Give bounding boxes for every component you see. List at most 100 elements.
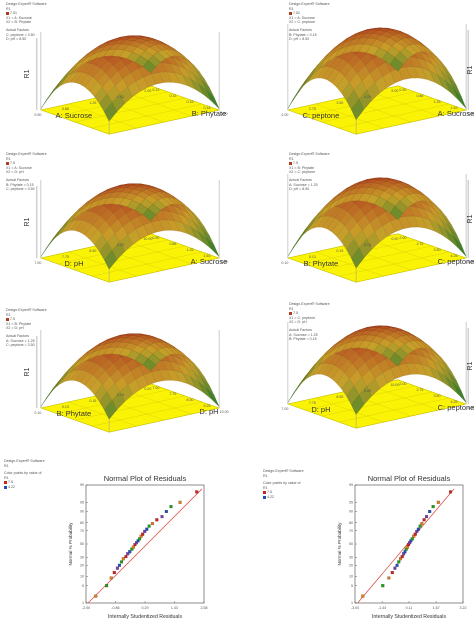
data-point — [420, 522, 424, 526]
floor-grid-line — [92, 401, 203, 427]
x-tick-label: -2.00 — [82, 606, 90, 610]
info-line: X2 = D: pH — [6, 326, 24, 331]
legend-swatch-high: 7.5 — [4, 480, 45, 485]
y-tick-label: 4.25 — [451, 400, 458, 404]
floor-grid-line — [397, 85, 467, 111]
info-line: R1 — [289, 156, 294, 161]
surface-plot: R1 0.10 0.13 0.15 0.18 0.20 7.00 7.75 8.50 9.25 10… — [24, 330, 229, 433]
surface-facet — [287, 236, 301, 257]
y-tick-label: 30 — [349, 555, 353, 559]
info-line: Color points by value of — [263, 481, 301, 486]
floor-grid-line — [321, 245, 433, 271]
x-tick-label: 0.11 — [406, 606, 413, 610]
info-line: Actual Factors — [6, 177, 29, 182]
y-tick-label: 3.50 — [434, 394, 441, 398]
info-line: X2 = B: Phytate — [6, 20, 32, 25]
y-tick-label: 70 — [349, 529, 353, 533]
data-point — [425, 515, 429, 519]
data-point — [387, 576, 391, 580]
data-point — [136, 539, 140, 543]
surface-panel-1: Design-Expert® Software R1 7.51 X1 = A: … — [0, 0, 237, 150]
y-tick-label: 10 — [349, 575, 353, 579]
floor-grid-line — [109, 257, 220, 283]
legend-swatch-high: 7.51 — [6, 11, 47, 16]
info-line: Design-Expert® Software — [4, 459, 45, 463]
info-line: Design-Expert® Software — [6, 152, 47, 156]
y-tick-label: 1.25 — [187, 248, 194, 252]
surface-plot: R1 7.00 7.75 8.50 9.25 10.00 2.00 2.75 3.50 4.25 5… — [281, 322, 474, 429]
normal-plot: Normal Plot of Residuals 1 5 10 20 30 50 70 80 90… — [337, 474, 467, 620]
surface-facet — [389, 206, 403, 220]
data-point — [395, 563, 399, 567]
y-tick-label: 0.18 — [204, 106, 211, 110]
data-point — [138, 537, 142, 541]
y-axis-label: Normal % Probability — [337, 522, 342, 566]
y-tick-label: 2.75 — [416, 242, 423, 246]
y-tick-label: 5 — [351, 584, 353, 588]
surface-plot: R1 0.50 0.88 1.25 1.63 2.00 0.10 0.13 0.15 0.18 0.… — [24, 32, 228, 135]
y-tick-label: 0.88 — [416, 94, 423, 98]
data-point — [120, 560, 124, 564]
info-line: X1 = A: Sucrose — [6, 15, 32, 20]
info-line: A: Sucrose = 1.25 — [289, 332, 318, 337]
floor-grid-line — [150, 233, 220, 259]
data-point — [178, 500, 182, 504]
y-tick-label: 95 — [349, 501, 353, 505]
y-axis-label: B: Phytate — [192, 109, 227, 118]
x-tick-label: 9.25 — [117, 243, 124, 247]
y-tick-label: 1 — [351, 601, 353, 605]
surface-facet — [48, 228, 62, 246]
floor-grid-line — [356, 109, 467, 135]
legend-swatch-high: 7.5 — [6, 317, 47, 322]
surface-facet — [142, 208, 156, 221]
info-line: B: Phytate = 0.15 — [6, 182, 34, 187]
info-line: A: Sucrose = 1.25 — [289, 182, 318, 187]
y-tick-label: 1 — [82, 601, 84, 605]
y-tick-label: 1.25 — [434, 100, 441, 104]
y-tick-label: 95 — [80, 501, 84, 505]
surface-panel-6: Design-Expert® Software R1 7.5 X1 = C: p… — [237, 300, 474, 450]
surface-facet — [389, 57, 403, 72]
z-axis-label: R1 — [467, 214, 474, 223]
floor-grid-line — [74, 97, 186, 123]
y-axis-label: C: peptone — [438, 257, 474, 266]
y-tick-label: 99 — [80, 483, 84, 487]
data-point — [403, 550, 407, 554]
data-point — [412, 534, 416, 538]
data-point — [147, 524, 151, 528]
x-tick-label: -3.00 — [351, 606, 359, 610]
floor-grid-line — [40, 407, 110, 433]
info-line: X2 = C: peptone — [289, 20, 316, 25]
info-line: A: Sucrose = 1.25 — [6, 338, 35, 343]
info-line: C: peptone = 3.50 — [6, 187, 35, 192]
x-axis-label: A: Sucrose — [56, 111, 93, 120]
surface-plot: R1 2.00 2.75 3.50 4.25 5.00 0.50 0.88 1.25 1.63 2.… — [281, 24, 474, 135]
data-point — [160, 515, 164, 519]
y-tick-label: 5.00 — [468, 260, 474, 264]
y-tick-label: 1.63 — [204, 254, 211, 258]
info-line: R1 — [263, 485, 268, 490]
legend-swatch-high: 7.5 — [263, 490, 304, 495]
y-tick-label: 2.00 — [221, 260, 228, 264]
y-tick-label: 90 — [349, 510, 353, 514]
floor-grid-line — [321, 391, 433, 417]
data-point — [112, 571, 116, 575]
data-point — [413, 532, 417, 536]
info-line: X1 = B: Phytate — [6, 321, 32, 326]
y-tick-label: 20 — [80, 564, 84, 568]
y-tick-label: 5.00 — [468, 406, 474, 410]
y-tick-label: 90 — [80, 510, 84, 514]
y-tick-label: 50 — [80, 542, 84, 546]
surface-plot: R1 0.10 0.13 0.15 0.18 0.20 2.00 2.75 3.50 4.25 5.… — [281, 174, 474, 283]
legend-swatch-high: 7.52 — [289, 11, 330, 16]
y-tick-label: 2.00 — [399, 236, 406, 240]
z-axis-label: R1 — [467, 361, 474, 370]
data-point — [431, 505, 435, 509]
floor-grid-line — [92, 103, 203, 129]
y-tick-label: 4.25 — [451, 254, 458, 258]
info-line: R1 — [263, 473, 268, 478]
y-tick-label: 7.75 — [169, 392, 176, 396]
floor-grid-line — [74, 395, 186, 421]
x-tick-label: 1.25 — [89, 101, 96, 105]
plot-frame — [85, 484, 205, 604]
